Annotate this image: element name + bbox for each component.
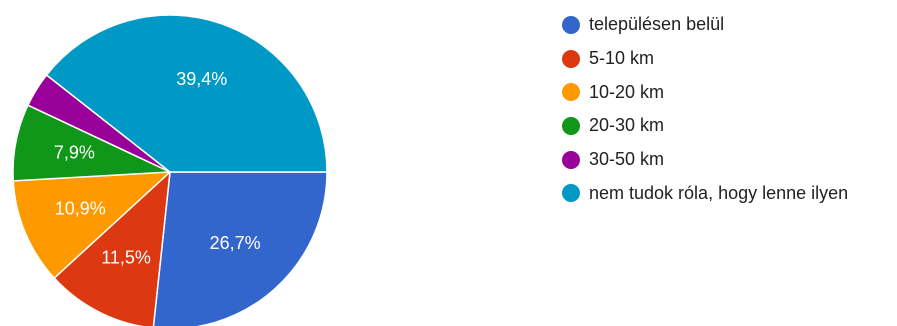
legend-label: 20-30 km xyxy=(589,115,665,136)
legend-swatch xyxy=(562,184,580,203)
slice-label: 11,5% xyxy=(101,248,151,268)
pie-slice xyxy=(45,14,328,173)
legend-item: nem tudok róla, hogy lenne ilyen xyxy=(562,176,848,210)
pie-slice xyxy=(53,170,171,326)
legend-item: 30-50 km xyxy=(562,143,848,177)
slice-label: 39,4% xyxy=(176,69,227,89)
legend-item: 10-20 km xyxy=(562,75,848,109)
slice-label: 26,7% xyxy=(210,233,261,253)
slice-label: 10,9% xyxy=(55,199,106,219)
legend-item: 20-30 km xyxy=(562,109,848,143)
legend-label: 10-20 km xyxy=(589,81,665,102)
legend-swatch xyxy=(562,116,580,135)
legend: településen belül 5-10 km 10-20 km 20-30 km… xyxy=(562,8,848,210)
pie-slice xyxy=(12,171,173,280)
legend-label: településen belül xyxy=(589,14,725,35)
legend-label: 30-50 km xyxy=(589,149,665,170)
legend-swatch xyxy=(562,49,580,68)
legend-item: településen belül xyxy=(562,8,848,42)
legend-swatch xyxy=(562,83,580,102)
legend-swatch xyxy=(562,150,580,169)
legend-label: 5-10 km xyxy=(589,48,655,69)
pie-slice xyxy=(152,171,328,326)
legend-swatch xyxy=(562,15,580,34)
slice-label: 7,9% xyxy=(54,142,95,162)
legend-label: nem tudok róla, hogy lenne ilyen xyxy=(589,182,849,203)
legend-item: 5-10 km xyxy=(562,42,848,76)
